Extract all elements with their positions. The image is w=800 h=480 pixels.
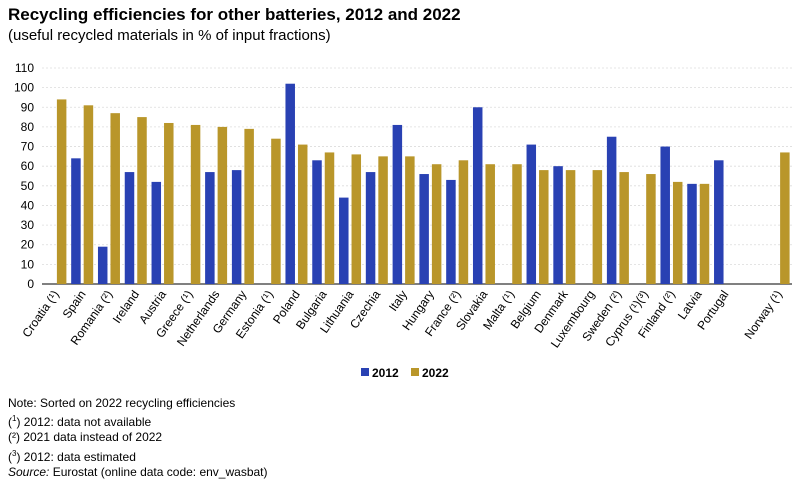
- bar-2012: [312, 160, 322, 284]
- bar-2022: [458, 160, 469, 284]
- y-tick-label: 60: [21, 159, 35, 173]
- y-tick-label: 50: [21, 179, 35, 193]
- legend-label-2022: 2022: [422, 366, 449, 380]
- note-3-text: 2012: data estimated: [20, 449, 136, 464]
- bar-2022: [405, 156, 415, 284]
- bar-2022: [485, 164, 495, 284]
- bar-2022: [297, 144, 308, 284]
- note-2: (²) 2021 data instead of 2022: [8, 430, 163, 445]
- bar-2022: [217, 126, 228, 284]
- bar-2022: [271, 138, 281, 284]
- bar-2012: [526, 144, 537, 284]
- bar-2022: [512, 164, 522, 284]
- chart-notes: Note: Sorted on 2022 recycling efficienc…: [8, 396, 268, 480]
- bar-2022: [110, 113, 120, 284]
- bar-2012: [339, 197, 349, 284]
- x-tick-label: Croatia (¹): [19, 288, 61, 340]
- y-tick-label: 10: [21, 257, 35, 271]
- bar-2022: [324, 152, 335, 284]
- note-source: Source: Eurostat (online data code: env_…: [8, 465, 268, 480]
- x-tick-label: Norway (¹): [741, 288, 785, 342]
- x-tick-label: Italy: [386, 288, 410, 314]
- note-1-text: 2012: data not available: [20, 415, 152, 430]
- chart-title: Recycling efficiencies for other batteri…: [8, 5, 461, 24]
- source-label: Source:: [8, 464, 50, 479]
- y-tick-label: 100: [14, 81, 34, 95]
- note-1: (1) 2012: data not available: [8, 414, 152, 430]
- y-tick-label: 80: [21, 120, 35, 134]
- bar-2012: [71, 158, 81, 284]
- y-tick-label: 90: [21, 100, 35, 114]
- bar-2012: [365, 172, 376, 284]
- bar-2022: [244, 128, 254, 284]
- bar-2022: [699, 183, 710, 284]
- legend-label-2012: 2012: [372, 366, 399, 380]
- bar-2012: [553, 166, 563, 284]
- bar-2022: [56, 99, 67, 284]
- note-3: (3) 2012: data estimated: [8, 448, 136, 464]
- bar-2012: [687, 183, 697, 284]
- bar-2022: [619, 172, 629, 284]
- bar-2012: [285, 83, 295, 284]
- source-text: Eurostat (online data code: env_wasbat): [49, 464, 268, 479]
- bar-2022: [190, 124, 201, 284]
- bar-2012: [97, 246, 108, 284]
- bar-2012: [714, 160, 724, 284]
- bar-2022: [137, 117, 147, 284]
- bar-2022: [780, 152, 790, 284]
- chart-subtitle: (useful recycled materials in % of input…: [8, 27, 331, 44]
- y-tick-label: 110: [15, 61, 34, 75]
- note-3-mark: 3: [12, 448, 17, 458]
- bar-2012: [419, 174, 429, 284]
- bar-2022: [431, 164, 442, 284]
- y-tick-label: 70: [21, 140, 35, 154]
- bar-2022: [164, 122, 174, 285]
- bar-2022: [378, 156, 388, 284]
- bar-2022: [83, 105, 94, 285]
- bar-2012: [231, 170, 242, 284]
- bar-2012: [472, 107, 483, 284]
- y-tick-label: 0: [27, 277, 34, 291]
- bar-2022: [351, 154, 362, 284]
- bar-2022: [592, 170, 603, 284]
- bar-2012: [446, 179, 456, 284]
- y-tick-label: 20: [21, 238, 35, 252]
- y-tick-label: 30: [21, 218, 35, 232]
- bar-2022: [672, 181, 683, 284]
- y-tick-label: 40: [21, 198, 35, 212]
- bar-2012: [151, 181, 162, 284]
- note-1-mark: 1: [12, 414, 17, 424]
- bar-2022: [565, 170, 576, 284]
- bar-2012: [660, 146, 670, 284]
- bar-2022: [646, 174, 656, 284]
- bar-2022: [539, 170, 549, 284]
- bar-2012: [124, 172, 135, 284]
- legend-swatch-2012: [361, 368, 369, 376]
- note-sorted: Note: Sorted on 2022 recycling efficienc…: [8, 396, 236, 410]
- bar-2012: [606, 136, 617, 284]
- bar-2012: [205, 172, 215, 284]
- bar-2012: [392, 124, 403, 284]
- legend-swatch-2022: [411, 368, 419, 376]
